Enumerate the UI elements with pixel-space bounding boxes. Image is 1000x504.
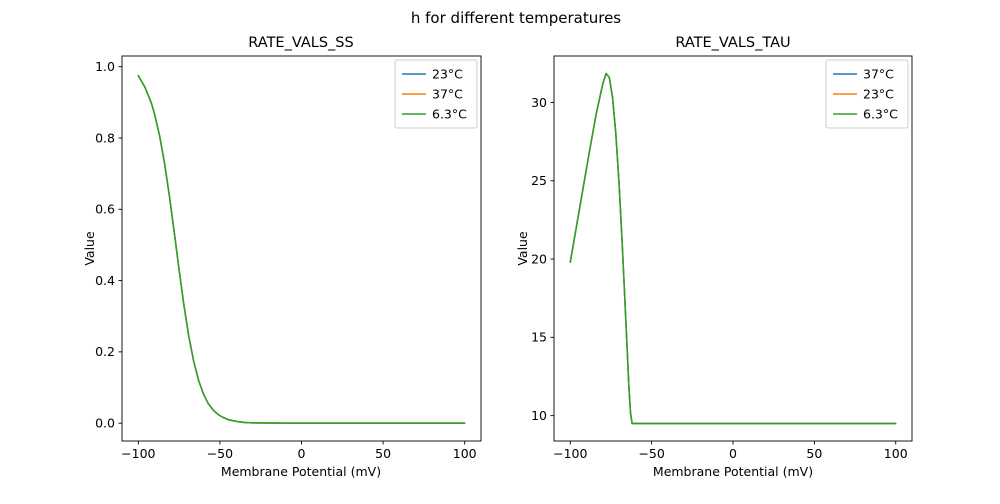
- x-tick-label: 100: [453, 446, 477, 461]
- x-tick-label: 0: [729, 446, 737, 461]
- y-tick-label: 1.0: [95, 59, 115, 74]
- x-tick-label: −100: [553, 446, 587, 461]
- subplot-tau: RATE_VALS_TAU Membrane Potential (mV) Va…: [515, 35, 913, 479]
- y-tick-label: 10: [531, 408, 547, 423]
- y-tick-label: 20: [531, 251, 547, 266]
- y-tick-label: 0.0: [95, 415, 115, 430]
- x-tick-label: 50: [806, 446, 822, 461]
- axes-frame: [553, 55, 913, 442]
- subplot-ss-ylabel: Value: [82, 231, 97, 266]
- legend-label: 23°C: [432, 66, 463, 81]
- y-tick-label: 0.2: [95, 344, 115, 359]
- subplot-tau-plot-area: −100 −50 0 50 100 10 15 20 25 30 37°C 23°C 6.3°C: [531, 55, 913, 461]
- figure-title: h for different temperatures: [411, 9, 621, 27]
- legend-box: [825, 59, 909, 129]
- legend-label: 6.3°C: [432, 106, 467, 121]
- x-tick-label: −50: [207, 446, 233, 461]
- y-tick-label: 0.6: [95, 202, 115, 217]
- legend-label: 23°C: [863, 86, 894, 101]
- y-tick-label: 15: [531, 330, 547, 345]
- x-tick-label: 0: [298, 446, 306, 461]
- legend-box: [394, 59, 478, 129]
- series-line-6.3°C: [569, 72, 897, 425]
- x-tick-label: −100: [121, 446, 155, 461]
- subplot-ss-xlabel: Membrane Potential (mV): [221, 464, 381, 479]
- y-tick-label: 25: [531, 173, 547, 188]
- x-tick-label: −50: [638, 446, 664, 461]
- subplot-ss-plot-area: −100 −50 0 50 100 0.0 0.2 0.4 0.6 0.8 1.0 23°C 37°C 6…: [95, 55, 482, 461]
- series-line-6.3°C: [137, 74, 466, 424]
- subplot-ss-title: RATE_VALS_SS: [248, 35, 353, 51]
- subplot-tau-title: RATE_VALS_TAU: [675, 35, 790, 51]
- legend-label: 6.3°C: [863, 106, 898, 121]
- legend-label: 37°C: [432, 86, 463, 101]
- axes-frame: [121, 55, 482, 442]
- y-tick-label: 0.4: [95, 273, 115, 288]
- legend-label: 37°C: [863, 66, 894, 81]
- y-tick-label: 0.8: [95, 130, 115, 145]
- subplot-tau-xlabel: Membrane Potential (mV): [653, 464, 813, 479]
- y-tick-label: 30: [531, 95, 547, 110]
- x-tick-label: 50: [375, 446, 391, 461]
- subplot-tau-ylabel: Value: [515, 231, 530, 266]
- subplot-ss: RATE_VALS_SS Membrane Potential (mV) Val…: [82, 35, 482, 479]
- x-tick-label: 100: [884, 446, 908, 461]
